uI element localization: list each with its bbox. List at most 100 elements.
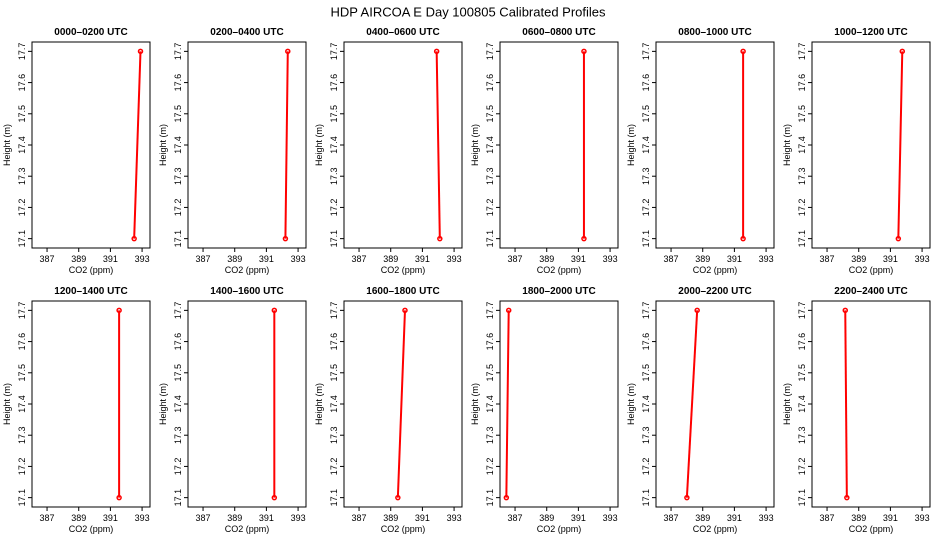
x-tick-label: 387 xyxy=(196,254,211,264)
y-tick-label: 17.2 xyxy=(485,199,495,217)
x-axis-label: CO2 (ppm) xyxy=(849,524,894,534)
x-tick-label: 387 xyxy=(40,254,55,264)
y-tick-label: 17.6 xyxy=(173,333,183,351)
data-point xyxy=(437,235,443,242)
y-tick-label: 17.4 xyxy=(797,136,807,154)
y-tick-label: 17.3 xyxy=(173,426,183,444)
y-tick-label: 17.5 xyxy=(641,105,651,123)
panel-title: 1000–1200 UTC xyxy=(834,27,907,38)
x-tick-label: 387 xyxy=(508,254,523,264)
x-tick-label: 393 xyxy=(759,513,774,523)
y-axis-label: Height (m) xyxy=(470,124,480,166)
x-tick-label: 389 xyxy=(227,513,242,523)
x-tick-label: 389 xyxy=(71,254,86,264)
data-point xyxy=(694,307,700,314)
x-tick-label: 393 xyxy=(447,513,462,523)
y-tick-label: 17.4 xyxy=(329,395,339,413)
x-tick-label: 387 xyxy=(508,513,523,523)
x-tick-label: 387 xyxy=(352,254,367,264)
y-axis-label: Height (m) xyxy=(158,124,168,166)
y-tick-label: 17.4 xyxy=(17,395,27,413)
y-tick-label: 17.6 xyxy=(485,333,495,351)
x-tick-label: 391 xyxy=(727,513,742,523)
panel-title: 0000–0200 UTC xyxy=(54,27,127,38)
x-axis-label: CO2 (ppm) xyxy=(693,524,738,534)
y-tick-label: 17.7 xyxy=(173,302,183,320)
profile-line xyxy=(396,310,406,498)
y-tick-label: 17.6 xyxy=(641,74,651,92)
x-tick-label: 389 xyxy=(539,254,554,264)
data-point xyxy=(842,307,849,314)
y-tick-label: 17.2 xyxy=(641,199,651,217)
y-tick-label: 17.5 xyxy=(485,364,495,382)
data-point xyxy=(131,235,137,242)
y-axis-label: Height (m) xyxy=(626,383,636,425)
y-tick-label: 17.7 xyxy=(797,302,807,320)
x-tick-label: 393 xyxy=(603,513,618,523)
y-tick-label: 17.6 xyxy=(329,74,339,92)
y-tick-label: 17.7 xyxy=(485,43,495,61)
data-point xyxy=(137,48,144,55)
y-axis-label: Height (m) xyxy=(470,383,480,425)
x-tick-label: 393 xyxy=(915,513,930,523)
y-tick-label: 17.4 xyxy=(797,395,807,413)
x-tick-label: 389 xyxy=(695,513,710,523)
x-axis-label: CO2 (ppm) xyxy=(69,524,114,534)
data-point xyxy=(395,494,401,501)
x-tick-label: 391 xyxy=(103,513,118,523)
x-tick-label: 393 xyxy=(915,254,930,264)
x-axis-label: CO2 (ppm) xyxy=(381,524,426,534)
panel-title: 2000–2200 UTC xyxy=(678,286,751,297)
x-tick-label: 391 xyxy=(103,254,118,264)
y-tick-label: 17.1 xyxy=(797,489,807,507)
profile-line xyxy=(897,51,904,239)
y-tick-label: 17.1 xyxy=(797,230,807,248)
profile-line xyxy=(133,51,142,239)
y-tick-label: 17.5 xyxy=(797,364,807,382)
y-tick-label: 17.3 xyxy=(797,167,807,185)
y-axis-label: Height (m) xyxy=(2,383,12,425)
y-tick-label: 17.6 xyxy=(485,74,495,92)
profile-line xyxy=(435,51,441,239)
data-point xyxy=(895,235,902,242)
y-tick-label: 17.1 xyxy=(485,489,495,507)
profile-line xyxy=(685,310,699,498)
y-tick-label: 17.6 xyxy=(641,333,651,351)
y-tick-label: 17.1 xyxy=(641,489,651,507)
y-tick-label: 17.4 xyxy=(641,395,651,413)
y-tick-label: 17.6 xyxy=(797,333,807,351)
y-tick-label: 17.3 xyxy=(173,167,183,185)
y-tick-label: 17.7 xyxy=(485,302,495,320)
data-point xyxy=(285,48,291,55)
x-tick-label: 387 xyxy=(196,513,211,523)
x-tick-label: 393 xyxy=(135,254,150,264)
x-axis-label: CO2 (ppm) xyxy=(225,265,270,275)
x-axis-label: CO2 (ppm) xyxy=(537,265,582,275)
data-point xyxy=(271,307,278,314)
data-point xyxy=(844,494,850,501)
x-tick-label: 389 xyxy=(383,513,398,523)
x-tick-label: 389 xyxy=(539,513,554,523)
x-tick-label: 389 xyxy=(383,254,398,264)
panel-title: 2200–2400 UTC xyxy=(834,286,907,297)
data-point xyxy=(581,48,587,55)
y-tick-label: 17.7 xyxy=(329,302,339,320)
y-axis-label: Height (m) xyxy=(626,124,636,166)
x-axis-label: CO2 (ppm) xyxy=(693,265,738,275)
y-tick-label: 17.7 xyxy=(17,43,27,61)
y-axis-label: Height (m) xyxy=(158,383,168,425)
y-axis-label: Height (m) xyxy=(782,124,792,166)
y-tick-label: 17.1 xyxy=(17,230,27,248)
y-tick-label: 17.7 xyxy=(329,43,339,61)
y-tick-label: 17.3 xyxy=(329,426,339,444)
panel-title: 1400–1600 UTC xyxy=(210,286,283,297)
panel-title: 0800–1000 UTC xyxy=(678,27,751,38)
y-tick-label: 17.5 xyxy=(329,364,339,382)
y-tick-label: 17.6 xyxy=(173,74,183,92)
y-tick-label: 17.4 xyxy=(173,136,183,154)
profile-line xyxy=(505,310,510,498)
y-tick-label: 17.7 xyxy=(641,43,651,61)
data-point xyxy=(740,48,746,55)
data-point xyxy=(116,307,122,314)
